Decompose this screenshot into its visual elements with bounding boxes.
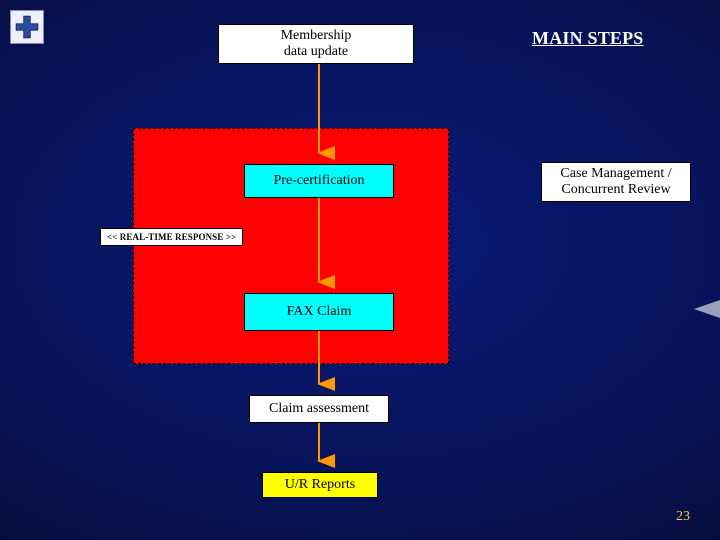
main-steps-title: MAIN STEPS — [532, 28, 644, 49]
node-membership: Membership data update — [218, 24, 414, 64]
node-fax-claim: FAX Claim — [244, 293, 394, 331]
node-ur-reports: U/R Reports — [262, 472, 378, 498]
node-precert: Pre-certification — [244, 164, 394, 198]
node-label: Membership data update — [281, 28, 352, 60]
corner-logo — [10, 10, 44, 44]
decorative-wedge — [694, 300, 720, 318]
node-label: Case Management / Concurrent Review — [560, 166, 671, 198]
page-number: 23 — [676, 509, 690, 525]
node-label: FAX Claim — [287, 304, 352, 320]
node-case-management: Case Management / Concurrent Review — [541, 162, 691, 202]
realtime-tag-label: << REAL-TIME RESPONSE >> — [107, 232, 236, 242]
realtime-tag: << REAL-TIME RESPONSE >> — [100, 228, 243, 246]
node-label: U/R Reports — [285, 477, 355, 493]
node-label: Pre-certification — [274, 173, 365, 189]
cross-icon — [14, 14, 40, 40]
node-label: Claim assessment — [269, 401, 369, 417]
node-claim-assessment: Claim assessment — [249, 395, 389, 423]
